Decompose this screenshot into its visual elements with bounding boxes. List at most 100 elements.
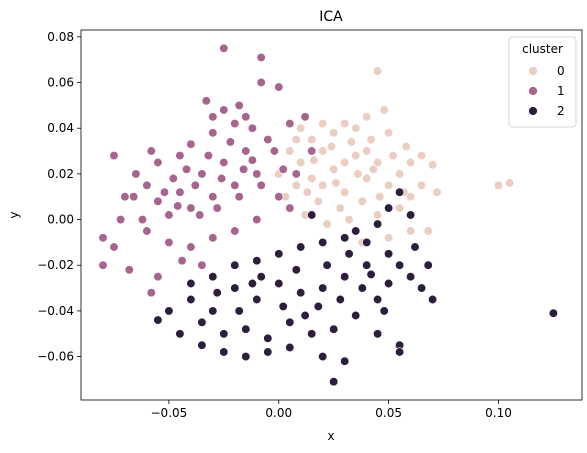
scatter-point-cluster-1 — [98, 233, 108, 243]
scatter-point-cluster-1 — [269, 146, 280, 156]
scatter-point-cluster-2 — [234, 306, 244, 316]
scatter-point-cluster-0 — [372, 66, 383, 76]
scatter-point-cluster-1 — [208, 233, 218, 243]
scatter-point-cluster-2 — [340, 272, 350, 282]
scatter-point-cluster-1 — [263, 134, 273, 145]
x-tick-label: 0.10 — [485, 406, 512, 420]
scatter-point-cluster-0 — [394, 169, 405, 179]
scatter-point-cluster-1 — [234, 100, 244, 111]
scatter-point-cluster-1 — [274, 82, 284, 92]
scatter-point-cluster-1 — [216, 173, 227, 184]
scatter-point-cluster-1 — [142, 226, 152, 236]
scatter-point-cluster-2 — [372, 219, 383, 229]
legend-label-cluster-0: 0 — [557, 64, 565, 78]
scatter-point-cluster-2 — [219, 329, 229, 339]
scatter-point-cluster-0 — [351, 123, 361, 133]
scatter-point-cluster-0 — [405, 226, 416, 236]
scatter-point-cluster-2 — [372, 294, 383, 305]
scatter-point-cluster-0 — [504, 178, 515, 188]
scatter-point-cluster-1 — [164, 237, 174, 248]
scatter-point-cluster-1 — [181, 164, 192, 174]
scatter-point-cluster-1 — [278, 164, 288, 174]
scatter-point-cluster-2 — [318, 351, 328, 362]
scatter-point-cluster-2 — [252, 294, 262, 305]
scatter-point-cluster-0 — [331, 178, 341, 188]
scatter-point-cluster-0 — [366, 134, 376, 145]
scatter-point-cluster-1 — [208, 128, 218, 138]
scatter-point-cluster-0 — [493, 180, 504, 190]
scatter-point-cluster-1 — [175, 187, 185, 197]
legend-label-cluster-2: 2 — [557, 104, 565, 118]
scatter-point-cluster-1 — [197, 260, 207, 270]
scatter-point-cluster-1 — [247, 155, 258, 165]
scatter-point-cluster-1 — [203, 150, 214, 161]
scatter-point-cluster-0 — [394, 203, 405, 213]
scatter-point-cluster-1 — [98, 260, 108, 270]
axes: −0.05 0.00 0.05 0.10 −0.06 −0.04 −0.02 0.00 0.02… — [37, 30, 512, 420]
scatter-point-cluster-0 — [346, 137, 356, 147]
scatter-point-cluster-2 — [274, 278, 284, 289]
scatter-point-cluster-2 — [285, 317, 295, 327]
scatter-point-cluster-1 — [153, 157, 163, 168]
y-axis-label: y — [7, 211, 21, 218]
scatter-point-cluster-1 — [230, 118, 240, 129]
scatter-point-cluster-0 — [296, 123, 306, 133]
x-tick-label: −0.05 — [151, 406, 188, 420]
scatter-point-cluster-1 — [252, 169, 262, 179]
scatter-point-cluster-2 — [241, 351, 251, 362]
y-tick-label: 0.00 — [47, 213, 74, 227]
scatter-point-cluster-2 — [423, 260, 433, 270]
scatter-point-cluster-2 — [230, 260, 240, 270]
scatter-point-cluster-0 — [309, 155, 319, 165]
scatter-point-cluster-1 — [109, 150, 119, 161]
scatter-point-cluster-0 — [405, 157, 416, 168]
scatter-point-cluster-1 — [186, 203, 196, 213]
scatter-point-cluster-2 — [263, 347, 273, 357]
scatter-point-cluster-1 — [120, 192, 130, 202]
scatter-point-cluster-0 — [372, 157, 383, 168]
scatter-point-cluster-0 — [291, 180, 301, 190]
scatter-point-cluster-2 — [285, 342, 295, 353]
scatter-point-cluster-2 — [318, 237, 328, 248]
scatter-point-cluster-1 — [168, 173, 178, 184]
scatter-point-cluster-0 — [285, 146, 295, 156]
scatter-point-cluster-2 — [394, 347, 405, 357]
scatter-point-cluster-1 — [153, 196, 163, 206]
scatter-point-cluster-2 — [362, 260, 372, 270]
scatter-point-cluster-2 — [219, 347, 229, 357]
scatter-point-cluster-0 — [291, 134, 301, 145]
scatter-point-cluster-1 — [186, 242, 196, 252]
scatter-point-cluster-0 — [357, 196, 367, 206]
scatter-point-cluster-0 — [379, 105, 389, 115]
y-tick-label: 0.02 — [47, 167, 74, 181]
scatter-point-cluster-2 — [362, 237, 372, 248]
scatter-point-cluster-0 — [416, 180, 427, 190]
scatter-point-cluster-0 — [318, 180, 328, 190]
scatter-point-cluster-1 — [186, 139, 196, 149]
legend-label-cluster-1: 1 — [557, 84, 565, 98]
scatter-point-cluster-2 — [307, 329, 317, 339]
scatter-point-cluster-1 — [300, 112, 310, 122]
scatter-point-cluster-2 — [318, 283, 328, 293]
scatter-point-cluster-2 — [252, 256, 262, 266]
scatter-point-cluster-1 — [274, 192, 284, 202]
scatter-point-cluster-2 — [153, 315, 163, 325]
scatter-point-cluster-2 — [175, 329, 185, 339]
scatter-point-cluster-1 — [252, 214, 262, 225]
legend-marker-cluster-2 — [528, 106, 538, 116]
scatter-point-cluster-2 — [383, 203, 394, 213]
scatter-point-cluster-0 — [427, 160, 438, 170]
scatter-point-cluster-1 — [307, 146, 317, 156]
scatter-point-cluster-1 — [142, 180, 152, 190]
scatter-point-cluster-1 — [201, 96, 211, 106]
scatter-point-cluster-2 — [322, 260, 332, 270]
scatter-point-cluster-1 — [177, 256, 187, 266]
plot-frame — [80, 29, 583, 401]
scatter-point-cluster-0 — [432, 187, 442, 197]
x-axis-label: x — [327, 429, 334, 443]
scatter-point-cluster-2 — [379, 306, 389, 316]
scatter-point-cluster-0 — [322, 219, 332, 229]
scatter-point-cluster-1 — [115, 214, 126, 225]
scatter-point-cluster-2 — [164, 306, 174, 316]
scatter-point-cluster-0 — [302, 187, 312, 197]
